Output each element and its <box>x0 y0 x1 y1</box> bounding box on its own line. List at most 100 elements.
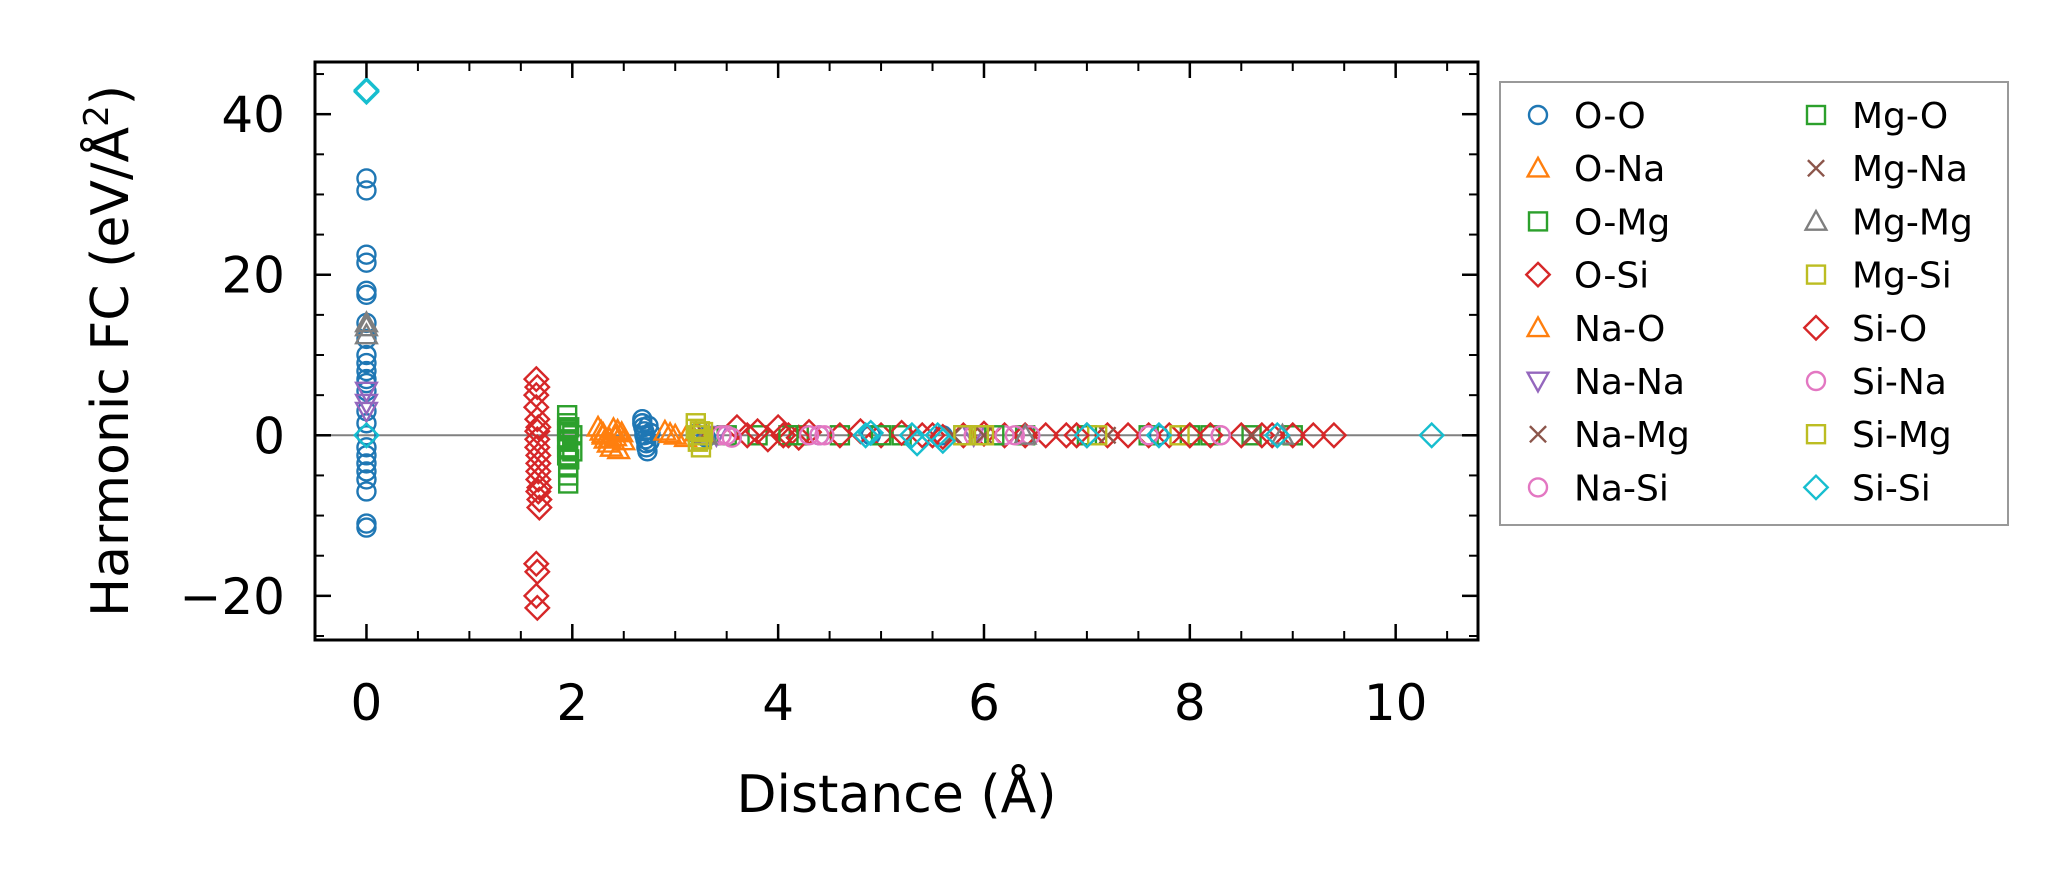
data-point <box>1263 421 1291 449</box>
legend-label: Na-Si <box>1574 468 1669 509</box>
data-point <box>356 425 377 446</box>
data-point <box>1210 425 1231 446</box>
legend-marker <box>1525 155 1551 178</box>
data-point <box>778 425 799 446</box>
legend: O-O O-Na O-Mg O-Si Na-O Na-Na Na-Mg Na-Si Mg-O Mg… <box>1499 81 2009 526</box>
data-point <box>523 405 551 433</box>
legend-item: O-Na <box>1525 149 1665 190</box>
series-si-o <box>523 373 1204 505</box>
data-point <box>524 458 552 485</box>
data-point <box>562 425 583 446</box>
ticks: 0 2 4 6 8 10 −20 0 20 40 Distance (Å) Harmonic FC (… <box>77 62 1478 825</box>
data-point <box>605 417 630 440</box>
data-point <box>354 393 379 417</box>
data-point <box>354 322 379 345</box>
data-point <box>523 594 551 622</box>
data-point <box>356 461 377 482</box>
legend-marker <box>1805 370 1827 392</box>
data-point <box>870 425 892 446</box>
data-point <box>944 426 963 445</box>
data-point <box>356 168 377 189</box>
data-point <box>356 284 377 306</box>
data-point <box>1063 421 1091 449</box>
legend-item: O-O <box>1527 96 1646 137</box>
data-point <box>1155 421 1183 449</box>
x-tick-label: 8 <box>1174 674 1206 732</box>
data-point <box>524 441 552 469</box>
x-axis-title: Distance (Å) <box>736 763 1056 825</box>
data-point <box>1320 421 1348 449</box>
legend-item: Na-O <box>1525 309 1665 350</box>
y-tick-label: −20 <box>179 568 285 626</box>
data-point <box>356 252 377 273</box>
data-point <box>356 280 377 301</box>
data-point <box>769 421 797 449</box>
x-tick-label: 10 <box>1364 674 1428 732</box>
legend-label: O-Na <box>1574 149 1665 190</box>
data-point <box>1145 421 1173 449</box>
data-point <box>523 417 551 445</box>
data-point <box>356 517 377 538</box>
legend-label: Si-Na <box>1852 362 1947 403</box>
data-point <box>657 420 683 444</box>
data-point <box>814 425 835 446</box>
legend-label: Na-Mg <box>1574 415 1690 456</box>
data-point <box>353 421 380 449</box>
legend-item: Na-Si <box>1527 468 1669 509</box>
data-point <box>354 310 379 333</box>
legend-item: O-Si <box>1524 256 1649 297</box>
legend-marker <box>1807 159 1825 178</box>
legend-marker <box>1527 104 1549 126</box>
data-point <box>522 365 550 393</box>
data-point <box>524 466 552 493</box>
data-point <box>1098 426 1117 445</box>
data-point <box>903 429 931 457</box>
legend-label: Si-Mg <box>1852 415 1952 456</box>
data-point <box>798 425 820 446</box>
legend-marker <box>1527 477 1549 498</box>
legend-box <box>1499 81 2009 526</box>
legend-item: Na-Na <box>1525 362 1685 403</box>
data-point <box>953 425 974 446</box>
series-si-na <box>716 425 1231 446</box>
series-na-o <box>590 417 683 448</box>
data-point <box>524 449 552 477</box>
data-point <box>356 180 377 201</box>
legend-marker <box>1525 371 1551 394</box>
legend-item: Si-O <box>1802 309 1927 350</box>
data-point <box>353 76 380 104</box>
series-o-si <box>522 365 1348 622</box>
series-mg-mg <box>354 310 1295 445</box>
data-point <box>1299 421 1327 449</box>
axes <box>313 60 1480 642</box>
data-point <box>356 437 377 458</box>
data-point <box>857 419 885 447</box>
data-point <box>716 425 737 446</box>
legend-label: Si-O <box>1852 309 1927 350</box>
data-point <box>525 494 553 521</box>
y-axis-title-superscript: 2 <box>77 105 117 127</box>
data-point <box>1197 421 1224 449</box>
data-point <box>356 481 377 502</box>
legend-label: Na-O <box>1574 309 1665 350</box>
data-point <box>356 513 377 534</box>
y-axis-title-main: Harmonic FC (eV/Å <box>79 126 141 617</box>
legend-item: Si-Mg <box>1805 415 1952 456</box>
data-point <box>590 420 616 444</box>
data-point <box>1179 425 1201 446</box>
legend-item: Mg-Si <box>1805 256 1952 297</box>
data-point <box>523 433 551 461</box>
legend-label: Mg-Na <box>1852 149 1968 190</box>
data-point <box>356 469 377 490</box>
data-point <box>356 360 377 382</box>
y-axis-title: Harmonic FC (eV/Å2) <box>77 85 141 617</box>
data-point <box>354 314 379 337</box>
data-point <box>1418 421 1446 449</box>
data-point <box>888 419 916 447</box>
data-point <box>557 431 579 452</box>
legend-item: O-Mg <box>1527 202 1670 243</box>
legend-marker <box>1529 425 1547 444</box>
legend-marker <box>1525 314 1551 338</box>
data-point <box>1094 421 1121 449</box>
